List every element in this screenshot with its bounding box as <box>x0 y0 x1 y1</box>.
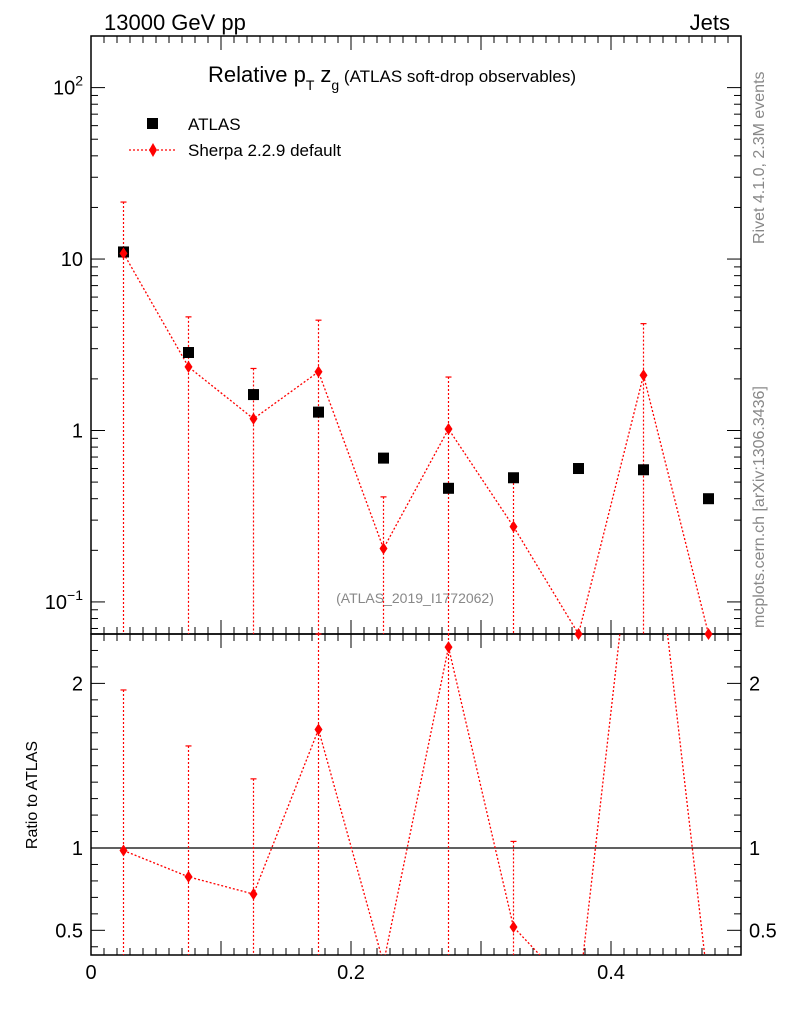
main-y-tick-label: 10 <box>61 249 83 271</box>
chart-title: Relative pT zg (ATLAS soft-drop observabl… <box>208 62 576 93</box>
ratio-y-tick-label-right: 0.5 <box>749 920 777 942</box>
sherpa-point <box>639 369 648 382</box>
x-tick-label: 0 <box>85 962 96 984</box>
sherpa-point <box>119 247 128 260</box>
header-right-label: Jets <box>690 10 730 35</box>
atlas-point <box>638 464 649 476</box>
ratio-point <box>119 844 128 857</box>
legend-atlas-marker <box>147 118 158 129</box>
legend-sherpa-marker <box>149 143 157 157</box>
title-z: z <box>320 62 331 87</box>
main-y-tick-exp: 2 <box>75 73 83 89</box>
atlas-point <box>573 463 584 475</box>
header-left-label: 13000 GeV pp <box>104 10 246 35</box>
atlas-point <box>313 406 324 418</box>
x-tick-label: 0.4 <box>597 962 625 984</box>
title-prefix: Relative <box>208 62 294 87</box>
rivet-version-label: Rivet 4.1.0, 2.3M events <box>751 71 768 244</box>
ratio-point <box>509 921 518 934</box>
sherpa-point <box>574 628 583 640</box>
sherpa-point <box>249 412 258 425</box>
ratio-point <box>314 723 323 736</box>
legend: ATLAS Sherpa 2.2.9 default <box>129 115 341 160</box>
main-y-tick-exp: −1 <box>67 587 83 603</box>
main-y-tick-base: 10 <box>53 78 75 100</box>
atlas-point <box>378 452 389 464</box>
analysis-watermark: (ATLAS_2019_I1772062) <box>336 590 494 606</box>
atlas-point <box>183 347 194 359</box>
ratio-point <box>249 888 258 901</box>
ratio-y-tick-label-left: 0.5 <box>55 920 83 942</box>
atlas-point <box>508 472 519 484</box>
title-p-sub: T <box>306 77 315 93</box>
ratio-y-tick-label-left: 2 <box>72 673 83 695</box>
legend-atlas-label: ATLAS <box>188 115 241 134</box>
ratio-y-tick-label-left: 1 <box>72 838 83 860</box>
legend-sherpa-label: Sherpa 2.2.9 default <box>188 141 341 160</box>
sherpa-point <box>509 520 518 533</box>
x-tick-label: 0.2 <box>337 962 365 984</box>
ratio-ylabel: Ratio to ATLAS <box>24 741 41 849</box>
main-y-tick-base: 10 <box>45 592 67 614</box>
ratio-line <box>123 634 706 955</box>
sherpa-point <box>314 365 323 378</box>
sherpa-line <box>122 252 710 636</box>
sherpa-point <box>379 542 388 555</box>
main-y-tick-label: 10−1 <box>45 587 83 614</box>
title-suffix: (ATLAS soft-drop observables) <box>339 67 576 86</box>
ratio-y-tick-label-right: 1 <box>749 838 760 860</box>
atlas-point <box>703 493 714 505</box>
ratio-point <box>444 641 453 654</box>
main-y-tick-label: 1 <box>72 420 83 442</box>
atlas-point <box>248 389 259 401</box>
sherpa-point <box>704 628 713 640</box>
main-y-tick-label: 102 <box>53 73 83 100</box>
title-p: p <box>294 62 306 87</box>
title-z-sub: g <box>331 77 339 93</box>
sherpa-point <box>444 423 453 436</box>
ratio-point <box>184 870 193 883</box>
atlas-point <box>443 482 454 494</box>
ratio-y-tick-label-right: 2 <box>749 673 760 695</box>
mcplots-label: mcplots.cern.ch [arXiv:1306.3436] <box>751 386 768 628</box>
sherpa-point <box>184 360 193 373</box>
